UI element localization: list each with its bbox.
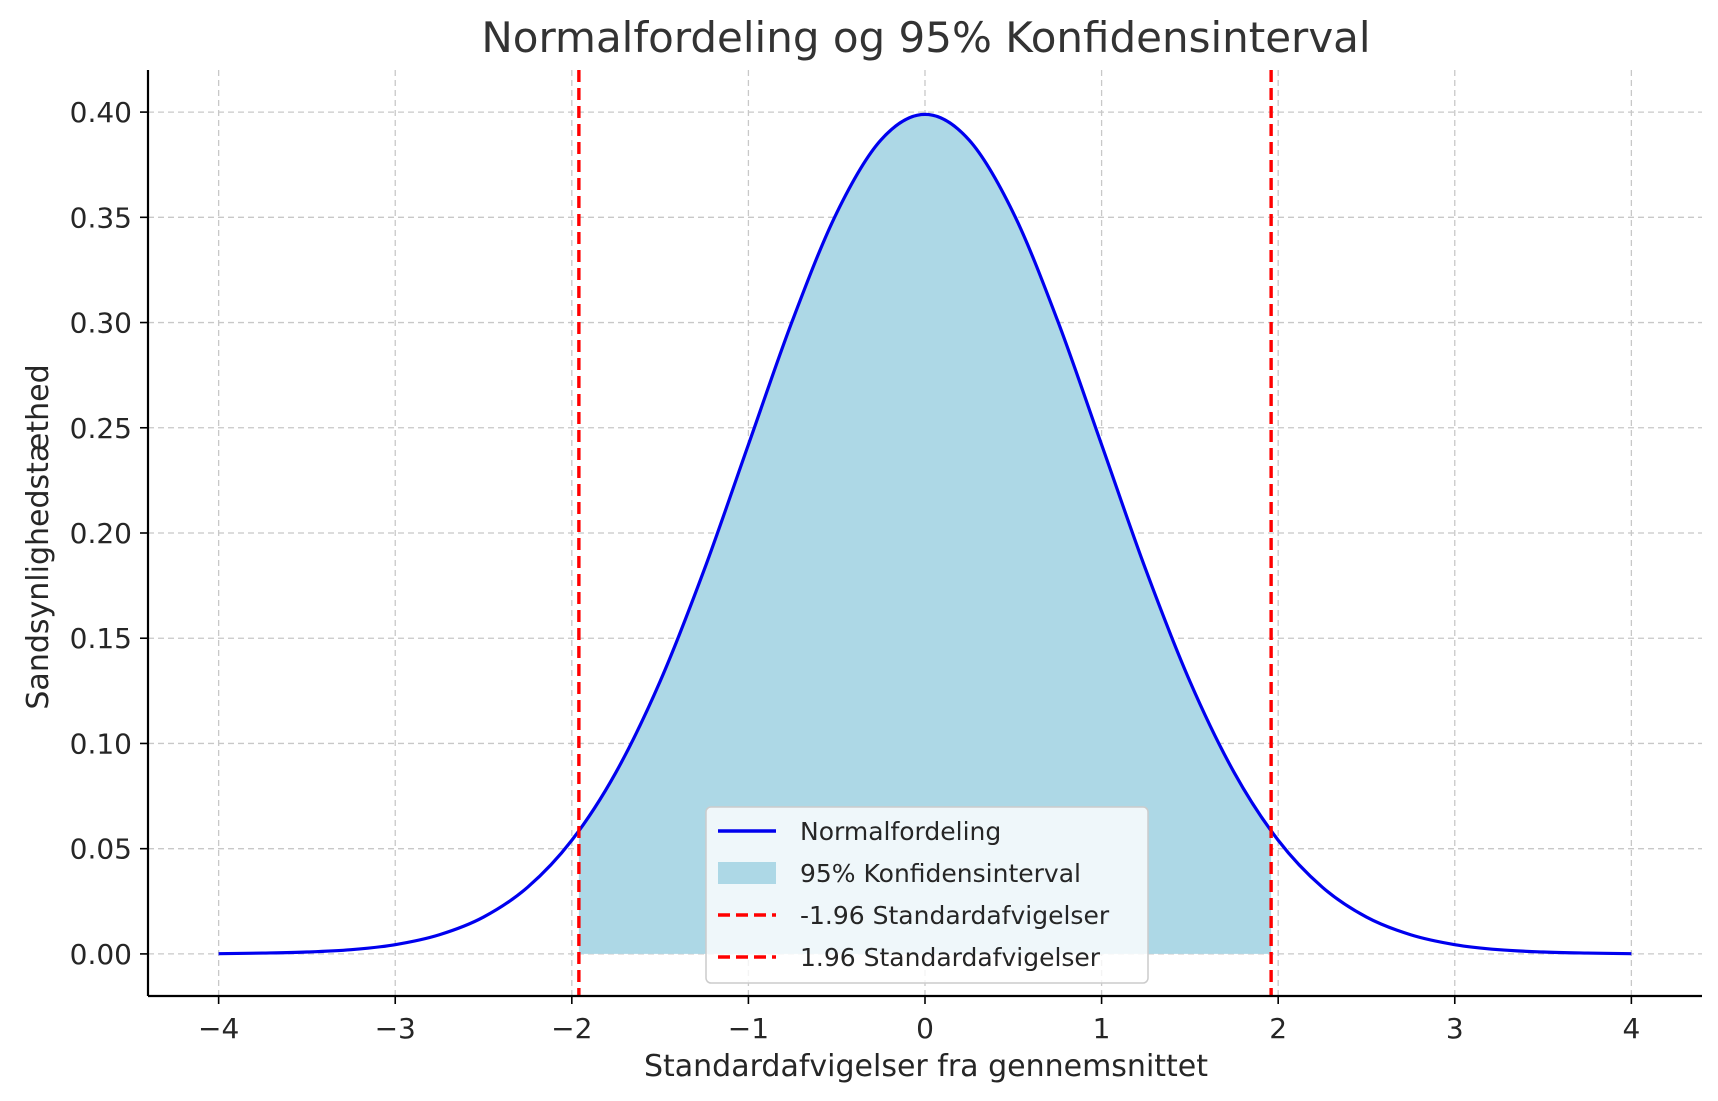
legend-label: 95% Konfidensinterval — [800, 859, 1081, 888]
legend-box — [705, 806, 1149, 984]
legend-swatch-area — [718, 862, 776, 884]
legend: Normalfordeling 95% Konfidensinterval -1.9… — [705, 806, 1149, 984]
x-tick-label: −3 — [375, 1012, 416, 1045]
confidence-area-layer — [578, 114, 1272, 954]
x-tick-label: −1 — [728, 1012, 769, 1045]
normal-distribution-line — [218, 112, 1632, 956]
y-tick-label: 0.15 — [70, 622, 132, 655]
y-tick-label: 0.20 — [70, 517, 132, 550]
y-tick-label: 0.10 — [70, 727, 132, 760]
x-tick-label: 2 — [1269, 1012, 1287, 1045]
x-tick-label: 3 — [1446, 1012, 1464, 1045]
y-tick-label: 0.35 — [70, 201, 132, 234]
y-tick-label: 0.40 — [70, 96, 132, 129]
x-tick-label: −2 — [551, 1012, 592, 1045]
legend-label: -1.96 Standardafvigelser — [800, 901, 1110, 930]
ticks: −4 −3 −2 −1 0 1 2 3 4 0.00 0.05 0.10 0.15 0.20 0.25 0.3… — [70, 96, 1641, 1045]
y-tick-label: 0.05 — [70, 833, 132, 866]
y-tick-label: 0.30 — [70, 307, 132, 340]
x-tick-label: 0 — [916, 1012, 934, 1045]
y-axis-title: Sandsynlighedstæthed — [21, 364, 56, 709]
critical-value-lines — [577, 70, 1273, 996]
x-tick-label: −4 — [198, 1012, 239, 1045]
confidence-interval-area — [578, 114, 1272, 954]
x-tick-label: 1 — [1093, 1012, 1111, 1045]
x-tick-label: 4 — [1622, 1012, 1640, 1045]
legend-label: 1.96 Standardafvigelser — [800, 943, 1101, 972]
x-axis-title: Standardafvigelser fra gennemsnittet — [644, 1049, 1208, 1084]
y-tick-label: 0.25 — [70, 412, 132, 445]
legend-label: Normalfordeling — [800, 817, 1001, 846]
curve-layer — [218, 112, 1632, 956]
y-tick-label: 0.00 — [70, 938, 132, 971]
chart-title: Normalfordeling og 95% Konfidensinterval — [481, 13, 1370, 62]
